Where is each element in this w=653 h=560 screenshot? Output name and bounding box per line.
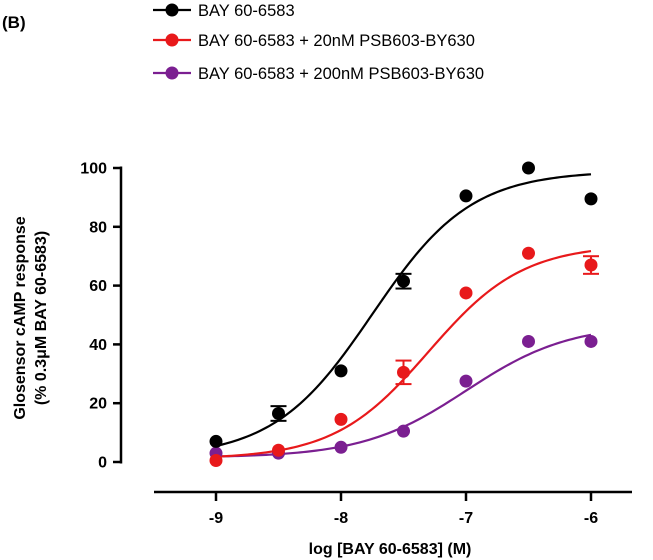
legend: BAY 60-6583 BAY 60-6583 + 20nM PSB603-BY6…	[153, 2, 484, 83]
legend-label-1: BAY 60-6583 + 20nM PSB603-BY630	[198, 32, 475, 50]
data-point-series-1	[272, 443, 285, 457]
y-axis-title-line2: (% 0.3μM BAY 60-6583)	[33, 231, 50, 405]
x-tick-label: -7	[459, 510, 473, 527]
panel-label: (B)	[2, 13, 26, 32]
data-point-series-0	[459, 189, 473, 203]
data-point-series-1	[334, 412, 348, 426]
data-point-series-1	[209, 454, 223, 468]
y-axis-title-line1: Glosensor cAMP response	[12, 216, 29, 419]
data-point-series-1	[584, 258, 598, 272]
data-point-series-0	[584, 192, 598, 206]
y-tick-label: 20	[89, 396, 107, 413]
legend-marker-0	[165, 3, 179, 17]
data-point-series-0	[522, 161, 535, 175]
y-tick-label: 80	[89, 219, 107, 236]
data-point-series-1	[522, 246, 535, 260]
data-point-series-0	[209, 434, 223, 448]
data-point-series-1	[397, 365, 410, 379]
axes: 0 20 40 60 80 100 -9 -8 -7 -6	[80, 161, 632, 527]
data-point-series-2	[397, 424, 410, 438]
data-point-series-2	[584, 334, 598, 348]
legend-marker-2	[165, 66, 179, 80]
x-tick-label: -9	[209, 510, 223, 527]
x-axis-title: log [BAY 60-6583] (M)	[309, 541, 472, 558]
data-point-series-2	[459, 374, 473, 388]
data-point-series-0	[334, 364, 348, 378]
fit-curve-series-2	[215, 333, 592, 458]
y-tick-label: 60	[89, 278, 107, 295]
data-point-series-0	[397, 274, 410, 288]
y-tick-label: 100	[80, 161, 107, 178]
data-point-series-2	[334, 440, 348, 454]
x-tick-label: -8	[334, 510, 348, 527]
y-tick-label: 0	[98, 455, 107, 472]
data-point-series-0	[272, 406, 285, 420]
legend-marker-1	[165, 33, 179, 47]
plot-area	[209, 161, 599, 468]
legend-label-2: BAY 60-6583 + 200nM PSB603-BY630	[198, 65, 484, 83]
y-tick-label: 40	[89, 337, 107, 354]
x-tick-label: -6	[584, 510, 598, 527]
legend-label-0: BAY 60-6583	[198, 2, 295, 20]
data-point-series-2	[522, 334, 535, 348]
data-point-series-1	[459, 286, 473, 300]
